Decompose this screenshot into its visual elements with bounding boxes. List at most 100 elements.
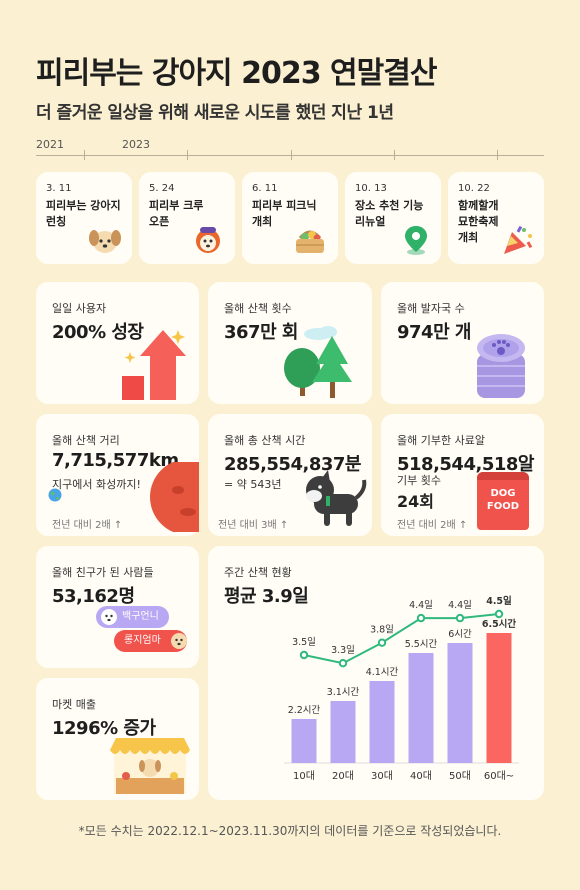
stat-label: 마켓 매출	[52, 698, 96, 711]
bar-value-label: 5.5시간	[405, 639, 438, 650]
event-date: 5. 24	[149, 183, 175, 194]
mars-icon	[150, 462, 199, 532]
crew-dog-icon	[196, 227, 220, 253]
stat-label: 올해 산책 횟수	[224, 302, 292, 315]
stat-value: 7,715,577km	[52, 450, 179, 471]
stat-compare: 전년 대비 2배 ↑	[52, 520, 123, 531]
x-tick-label: 40대	[410, 770, 432, 782]
event-title: 피리부 피크닉 개최	[252, 199, 317, 228]
weekly-chart: 2.2시간 10대 3.1시간 20대 4.1시간 30대 5.5시간 40대 6시간 50대 6.…	[284, 595, 519, 782]
stat-compare: 전년 대비 3배 ↑	[218, 520, 289, 531]
distance-card: 올해 산책 거리 7,715,577km 지구에서 화성까지! 전년 대비 2배…	[36, 414, 199, 536]
stat-value: 평균 3.9일	[224, 586, 309, 607]
line-value-label: 4.5일	[486, 595, 512, 607]
timeline-tick	[187, 150, 188, 160]
event-card-launch: 3. 11 피리부는 강아지 런칭	[36, 172, 132, 264]
dog-food-bag-icon: DOG FOOD	[477, 472, 529, 530]
x-tick-label: 20대	[332, 770, 354, 782]
stat-note: = 약 543년	[224, 478, 282, 491]
stat-value: 53,162명	[52, 586, 135, 607]
chart-bar	[369, 681, 395, 763]
timeline-tick	[291, 150, 292, 160]
line-value-label: 3.3일	[331, 645, 355, 656]
stat-note: 지구에서 화성까지!	[52, 478, 141, 491]
event-date: 10. 22	[458, 183, 490, 194]
stat-value: 200% 성장	[52, 322, 144, 343]
line-value-label: 3.8일	[370, 625, 394, 636]
bar-value-label: 4.1시간	[366, 667, 399, 678]
line-value-label: 4.4일	[409, 600, 433, 611]
line-point	[416, 613, 426, 623]
stat-value: 518,544,518알	[397, 454, 534, 475]
event-card-picnic: 6. 11 피리부 피크닉 개최	[242, 172, 338, 264]
stat-value: 1296% 증가	[52, 718, 156, 739]
bar-value-label: 6시간	[448, 629, 472, 640]
friends-card: 올해 친구가 된 사람들 53,162명 백구언니 롱지엄마	[36, 546, 199, 668]
walk-time-card: 올해 총 산책 시간 285,554,837분 = 약 543년 전년 대비 3…	[208, 414, 372, 536]
stat-label: 올해 산책 거리	[52, 434, 120, 447]
stat-label: 일일 사용자	[52, 302, 107, 315]
bubble-text: 백구언니	[122, 611, 159, 622]
timeline-tick	[497, 150, 498, 160]
running-dog-icon	[306, 470, 367, 526]
event-date: 6. 11	[252, 183, 278, 194]
footprints-card: 올해 발자국 수 974만 개	[381, 282, 544, 404]
line-value-label: 4.4일	[448, 600, 472, 611]
stat-label: 주간 산책 현황	[224, 566, 292, 579]
coin-stack-icon	[477, 334, 525, 398]
timeline-tick	[84, 150, 85, 160]
dog-avatar-icon	[101, 609, 117, 625]
line-point	[455, 613, 465, 623]
walks-card: 올해 산책 횟수 367만 회	[208, 282, 372, 404]
x-tick-label: 60대~	[484, 770, 514, 782]
donation-card: 올해 기부한 사료알 518,544,518알 기부 횟수 24회 DOG FO…	[381, 414, 544, 536]
weekly-walk-card: 주간 산책 현황 평균 3.9일 2.2시간 10대 3.1시간 20대 4.1시간 30…	[208, 546, 544, 800]
line-point	[299, 650, 309, 660]
timeline-line	[36, 155, 544, 156]
line-point	[494, 609, 504, 619]
daily-users-card: 일일 사용자 200% 성장	[36, 282, 199, 404]
growth-arrow-icon	[122, 330, 186, 400]
event-date: 10. 13	[355, 183, 387, 194]
event-date: 3. 11	[46, 183, 72, 194]
chat-bubble: 롱지엄마	[114, 630, 187, 652]
stat-label: 올해 총 산책 시간	[224, 434, 306, 447]
donation-count-label: 기부 횟수	[397, 474, 441, 487]
line-value-label: 3.5일	[292, 637, 316, 648]
event-title: 피리부는 강아지 런칭	[46, 199, 121, 228]
chart-bar	[486, 633, 512, 763]
market-card: 마켓 매출 1296% 증가	[36, 678, 199, 800]
timeline-year-2023: 2023	[122, 138, 150, 151]
chart-bar	[330, 701, 356, 763]
chart-bar	[447, 643, 473, 763]
x-tick-label: 30대	[371, 770, 393, 782]
line-point	[338, 659, 348, 668]
stat-value: 285,554,837분	[224, 454, 361, 475]
stat-label: 올해 기부한 사료알	[397, 434, 485, 447]
dog-food-bag-text: DOG	[490, 488, 516, 499]
x-tick-label: 50대	[449, 770, 471, 782]
line-point	[377, 638, 387, 647]
event-title: 피리부 크루 오픈	[149, 199, 204, 228]
event-title: 장소 추천 기능 리뉴얼	[355, 199, 424, 228]
event-card-crew: 5. 24 피리부 크루 오픈	[139, 172, 235, 264]
dog-food-bag-text: FOOD	[486, 501, 520, 512]
puppy-icon	[89, 230, 121, 253]
footnote: *모든 수치는 2022.12.1~2023.11.30까지의 데이터를 기준으…	[78, 824, 502, 838]
dog-food-bag-top	[477, 472, 529, 480]
earth-icon	[48, 488, 62, 502]
chart-bar	[291, 719, 317, 763]
timeline-year-2021: 2021	[36, 138, 64, 151]
timeline-tick	[394, 150, 395, 160]
picnic-basket-icon	[296, 230, 324, 253]
bar-value-label: 3.1시간	[327, 687, 360, 698]
chart-bar	[408, 653, 434, 763]
chart-line	[303, 613, 500, 665]
dog-avatar-icon	[171, 633, 187, 649]
page-title: 피리부는 강아지 2023 연말결산	[36, 56, 437, 91]
stat-label: 올해 친구가 된 사람들	[52, 566, 154, 579]
stat-label: 올해 발자국 수	[397, 302, 465, 315]
map-pin-icon	[405, 226, 427, 255]
trees-icon	[284, 326, 352, 398]
market-stall-icon	[110, 738, 190, 794]
